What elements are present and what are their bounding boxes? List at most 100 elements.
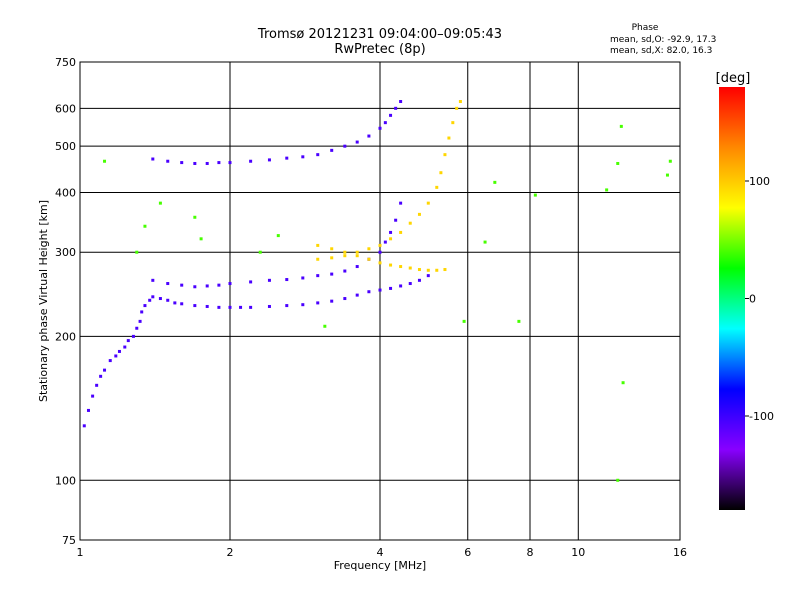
echo-point [435,268,439,272]
y-axis-label: Stationary phase Virtual Height [km] [37,200,50,402]
x-tick-label: 2 [227,546,234,559]
echo-point [217,283,221,287]
echo-point [205,284,209,288]
echo-point [135,250,139,254]
echo-point [343,250,347,254]
echo-point [151,278,155,282]
echo-point [330,256,334,260]
echo-point [435,185,439,189]
colorbar-tick-label: 0 [749,293,756,306]
echo-point [616,161,620,165]
echo-point [517,319,521,323]
echo-point [95,383,99,387]
echo-point [443,153,447,157]
echo-point [166,282,170,286]
echo-point [249,305,253,309]
echo-point [205,161,209,165]
echo-point [394,218,398,222]
echo-point [367,257,371,261]
echo-point [616,478,620,482]
echo-points [82,100,672,482]
y-tick-label: 400 [55,186,76,199]
echo-point [158,297,162,301]
echo-point [408,266,412,270]
y-tick-label: 100 [55,474,76,487]
echo-point [399,230,403,234]
axis-ticks: 1 2 4 6 8 10 16 75 100 200 300 400 500 600 750 [55,56,687,559]
grid-lines [80,62,680,540]
colorbar-label: [deg] [716,71,751,86]
y-tick-label: 200 [55,330,76,343]
echo-point [193,215,197,219]
x-tick-label: 1 [77,546,84,559]
echo-point [228,282,232,286]
echo-point [399,201,403,205]
echo-point [619,124,623,128]
x-tick-label: 10 [571,546,585,559]
x-tick-label: 4 [377,546,384,559]
echo-point [367,134,371,138]
echo-point [316,301,320,305]
echo-point [180,283,184,287]
echo-point [316,153,320,157]
echo-point [389,230,393,234]
y-tick-label: 600 [55,102,76,115]
echo-point [417,268,421,272]
echo-point [173,301,177,305]
echo-point [151,295,155,299]
echo-point [166,159,170,163]
echo-point [103,159,107,163]
chart-title: Tromsø 20121231 09:04:00–09:05:43 [257,27,502,42]
echo-point [267,278,271,282]
echo-point [228,161,232,165]
echo-point [91,394,95,398]
echo-point [462,319,466,323]
echo-point [394,106,398,110]
echo-point [285,304,289,308]
echo-point [143,224,147,228]
echo-point [389,263,393,267]
echo-point [355,265,359,269]
stats-x-line: mean, sd,X: 82.0, 16.3 [610,46,712,56]
plot-frame [79,61,681,541]
echo-point [166,298,170,302]
echo-point [451,121,455,125]
echo-point [205,304,209,308]
echo-point [316,274,320,278]
echo-point [621,381,625,385]
x-tick-label: 8 [527,546,534,559]
echo-point [533,193,537,197]
echo-point [447,136,451,140]
echo-point [316,243,320,247]
echo-point [108,359,112,363]
echo-point [140,310,144,314]
echo-point [443,268,447,272]
echo-point [343,254,347,258]
echo-point [249,280,253,284]
echo-point [355,254,359,258]
echo-point [258,250,262,254]
echo-point [330,148,334,152]
echo-point [355,293,359,297]
echo-point [103,368,107,372]
echo-point [180,161,184,165]
echo-point [493,180,497,184]
echo-point [151,157,155,161]
echo-point [408,221,412,225]
echo-point [417,212,421,216]
x-axis-label: Frequency [MHz] [334,559,426,572]
echo-point [123,345,127,349]
colorbar-tick-label: -100 [749,410,774,423]
echo-point [301,155,305,159]
echo-point [193,304,197,308]
echo-point [426,268,430,272]
echo-point [417,278,421,282]
echo-point [217,305,221,309]
echo-point [114,354,118,358]
echo-point [285,156,289,160]
echo-point [378,250,382,254]
echo-point [143,304,147,308]
echo-point [343,269,347,273]
echo-point [399,265,403,269]
